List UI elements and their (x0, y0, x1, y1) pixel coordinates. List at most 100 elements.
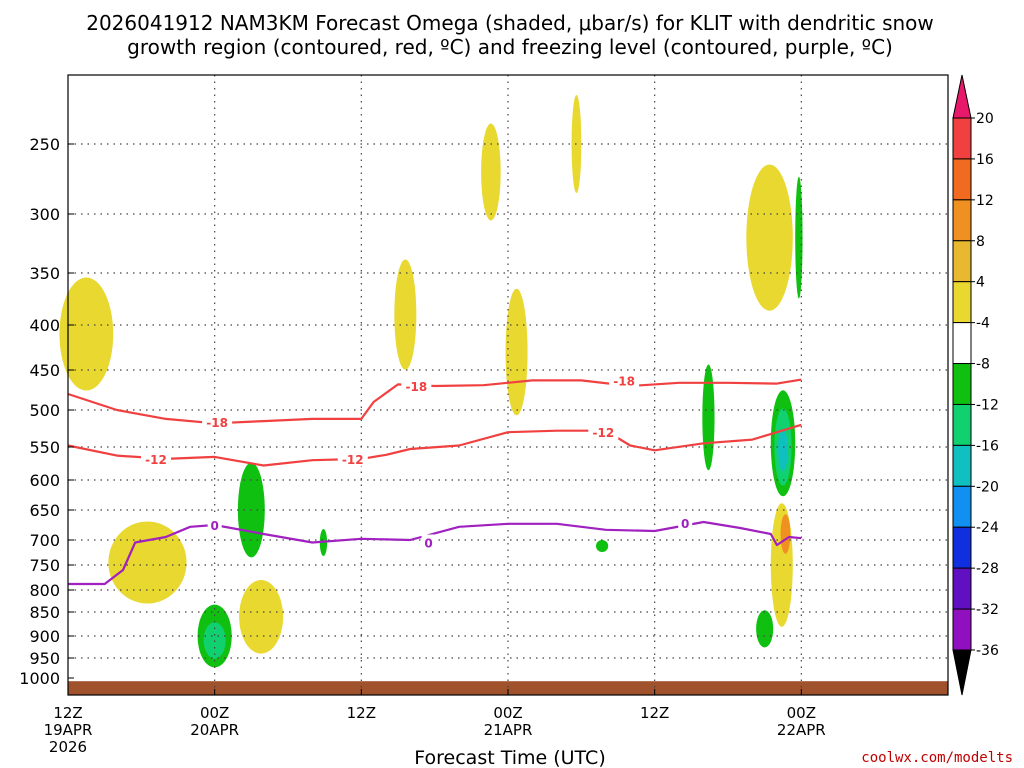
surface-ground-bar (68, 681, 948, 695)
credit-text: coolwx.com/modelts (861, 750, 1013, 766)
colorbar-label-6: -8 (976, 357, 990, 373)
contour-line-0-3 (68, 520, 802, 586)
colorbar-label-12: -32 (976, 602, 999, 618)
contour-label-6: -12 (592, 426, 614, 440)
omega-region-6 (505, 288, 528, 416)
contour-label-bg-7 (207, 517, 222, 532)
colorbar-label-0: 20 (976, 111, 994, 127)
colorbar-label-5: -4 (976, 316, 990, 332)
y-tick-label-350: 350 (29, 264, 60, 283)
colorbar-top-arrow (952, 74, 972, 119)
colorbar-band-9 (952, 444, 972, 487)
omega-region-16 (795, 176, 803, 299)
x-tick-label-0-1: 19APR (44, 721, 93, 739)
omega-region-15 (756, 610, 774, 648)
contour-label-4: -12 (145, 453, 167, 467)
omega-region-2 (108, 521, 187, 604)
contour-label-1: -18 (206, 416, 228, 430)
contour-label-3: -18 (613, 374, 635, 388)
x-tick-label-12-1: 20APR (190, 721, 239, 739)
omega-region-8 (746, 164, 793, 311)
omega-region-18 (203, 622, 226, 659)
omega-region-1 (59, 277, 114, 391)
contour-label-8: 0 (424, 537, 432, 551)
colorbar-band-1 (952, 117, 972, 160)
x-axis-label: Forecast Time (UTC) (414, 747, 605, 768)
chart-title-line-1: 2026041912 NAM3KM Forecast Omega (shaded… (86, 11, 934, 35)
y-tick-label-900: 900 (29, 627, 60, 646)
y-tick-label-450: 450 (29, 361, 60, 380)
omega-region-4 (394, 259, 417, 370)
contour-label-5: -12 (342, 453, 364, 467)
x-tick-label-36-1: 21APR (484, 721, 533, 739)
x-tick-label-48-0: 12Z (640, 704, 669, 722)
x-tick-label-12-0: 00Z (200, 704, 229, 722)
contour-label-2: -18 (405, 380, 427, 394)
contour-label-bg-3 (609, 372, 640, 388)
y-tick-label-550: 550 (29, 438, 60, 457)
y-tick-label-650: 650 (29, 501, 60, 520)
x-tick-label-60-0: 00Z (787, 704, 816, 722)
colorbar-band-4 (952, 240, 972, 283)
colorbar-label-3: 8 (976, 234, 985, 250)
colorbar-label-9: -20 (976, 479, 999, 495)
omega-region-5 (481, 123, 501, 221)
colorbar-label-13: -36 (976, 643, 999, 659)
colorbar-band-2 (952, 158, 972, 201)
contour-label-bg-6 (588, 424, 619, 440)
contour-line--18-1 (67, 378, 802, 425)
contour-label-bg-4 (141, 450, 171, 466)
x-tick-label-24-0: 12Z (347, 704, 376, 722)
x-tick-label-0-2: 2026 (49, 738, 87, 756)
y-tick-label-750: 750 (29, 556, 60, 575)
colorbar-band-5 (952, 281, 972, 324)
colorbar-label-1: 16 (976, 152, 994, 168)
x-tick-label-60-1: 22APR (777, 721, 826, 739)
omega-region-21 (778, 429, 788, 472)
colorbar-label-8: -16 (976, 438, 999, 454)
contour-line--12-2 (67, 423, 802, 467)
contour-label-bg-2 (401, 378, 432, 393)
colorbar-label-10: -24 (976, 520, 999, 536)
y-tick-label-600: 600 (29, 471, 60, 490)
y-tick-label-850: 850 (29, 603, 60, 622)
y-tick-label-300: 300 (29, 205, 60, 224)
omega-region-13 (596, 540, 609, 552)
y-tick-label-950: 950 (29, 649, 60, 668)
colorbar-label-11: -28 (976, 561, 999, 577)
y-tick-label-250: 250 (29, 135, 60, 154)
y-tick-label-400: 400 (29, 316, 60, 335)
chart-title-line-2: growth region (contoured, red, ºC) and f… (127, 35, 893, 59)
colorbar-bottom-arrow (952, 649, 972, 696)
y-tick-label-500: 500 (29, 401, 60, 420)
colorbar-band-10 (952, 485, 972, 528)
y-tick-label-800: 800 (29, 581, 60, 600)
y-axis-ticks: 250 300 350 400 450 500 550 600 650 700 750 800 850 9… (19, 135, 74, 688)
colorbar-band-13 (952, 608, 972, 651)
colorbar-band-6 (952, 322, 972, 365)
y-tick-label-1000: 1000 (19, 669, 60, 688)
y-tick-label-700: 700 (29, 531, 60, 550)
colorbar-band-7 (952, 363, 972, 405)
contour-label-bg-9 (678, 515, 693, 531)
colorbar: 20 16 12 8 4 -4 -8 -12 -16 -20 -24 -28 -32 -36 (952, 74, 999, 696)
omega-region-3 (239, 580, 284, 654)
contour-label-bg-5 (337, 450, 368, 466)
contour-label-9: 0 (681, 517, 689, 531)
contour-label-bg-8 (421, 534, 436, 550)
omega-region-14 (702, 364, 715, 471)
colorbar-band-3 (952, 199, 972, 242)
colorbar-band-11 (952, 526, 972, 569)
colorbar-label-4: 4 (976, 275, 985, 291)
omega-region-10 (780, 514, 791, 554)
colorbar-label-7: -12 (976, 397, 999, 413)
contour-labels: -18 -18 -18 -12 -12 -12 0 0 0 (141, 372, 693, 551)
colorbar-label-2: 12 (976, 193, 994, 209)
colorbar-band-8 (952, 403, 972, 446)
colorbar-band-12 (952, 567, 972, 610)
contour-label-7: 0 (210, 519, 218, 533)
x-tick-label-0-0: 12Z (53, 704, 82, 722)
contour-label-bg-1 (202, 413, 233, 429)
